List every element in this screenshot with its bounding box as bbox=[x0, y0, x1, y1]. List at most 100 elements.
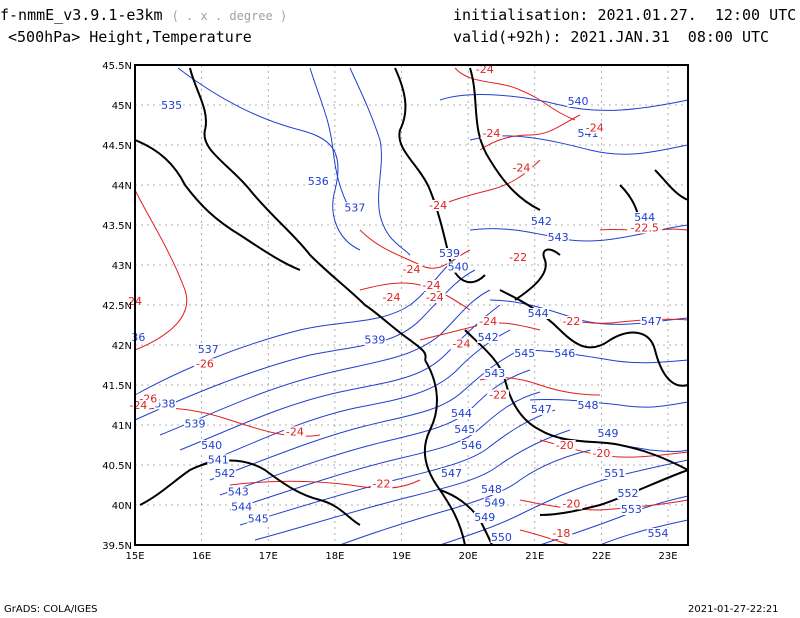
height-contour-label-bg bbox=[154, 398, 176, 410]
height-contour-label: 537 bbox=[344, 201, 365, 214]
height-contour-label: 542 bbox=[531, 215, 552, 228]
temperature-contour-label-bg bbox=[487, 389, 510, 401]
height-contour-label-bg bbox=[227, 486, 250, 498]
map-axes: 15E 16E 17E 18E 19E 20E 21E 22E 23E 39.5N 40N 40.5N… bbox=[102, 61, 677, 562]
temperature-contour-label-bg bbox=[380, 292, 403, 303]
height-contour-label-bg bbox=[597, 428, 619, 439]
temperature-contour-label-bg bbox=[400, 264, 423, 275]
height-contour-label: 544 bbox=[528, 307, 549, 320]
lon-tick-label: 18E bbox=[325, 551, 344, 562]
lon-tick-label: 17E bbox=[259, 551, 278, 562]
height-contour-label-bg bbox=[480, 484, 503, 495]
height-contour-label: 539 bbox=[364, 333, 385, 346]
height-contour-label-bg bbox=[447, 261, 470, 273]
height-contour-label: 554 bbox=[648, 527, 669, 540]
model-name: f-nmmE_v3.9.1-e3km bbox=[0, 6, 163, 24]
temperature-contour-label: -22 bbox=[562, 315, 580, 328]
height-contour-label: 546 bbox=[461, 439, 482, 452]
lat-tick-label: 41.5N bbox=[102, 381, 132, 392]
height-contour-label-bg bbox=[307, 176, 330, 187]
lat-tick-label: 41N bbox=[112, 421, 132, 432]
height-contour-label-bg bbox=[530, 404, 553, 415]
lat-tick-label: 45N bbox=[112, 101, 132, 112]
lon-tick-label: 23E bbox=[658, 551, 677, 562]
temperature-contour-label: -24 bbox=[383, 291, 401, 304]
height-contour-label-bg bbox=[647, 528, 669, 539]
height-contour-label-bg bbox=[453, 424, 476, 435]
temperature-contour-label: -18 bbox=[552, 527, 570, 540]
temperature-contour-label-bg bbox=[137, 393, 160, 405]
height-contour-label-bg bbox=[343, 202, 366, 214]
height-contour-label: 545 bbox=[514, 347, 535, 360]
height-contour-label-bg bbox=[363, 334, 386, 346]
temperature-contour-label: -20 bbox=[556, 439, 574, 452]
temperature-contour-label-bg bbox=[284, 426, 306, 438]
temperature-contour-label-bg bbox=[583, 122, 606, 134]
temperature-contour-label-bg bbox=[510, 162, 533, 174]
height-contour-label: 540 bbox=[201, 439, 222, 452]
lat-tick-label: 42N bbox=[112, 341, 132, 352]
height-contour-label: 36 bbox=[131, 331, 145, 344]
height-contour-label-bg bbox=[633, 212, 656, 223]
height-contour-label: 536 bbox=[308, 175, 329, 188]
lon-tick-label: 20E bbox=[459, 551, 478, 562]
temperature-contour-label-bg bbox=[477, 316, 500, 327]
height-contour-label-bg bbox=[207, 454, 230, 466]
height-contour-label: 544 bbox=[634, 211, 655, 224]
height-contour-label-bg bbox=[483, 368, 506, 379]
height-contour-label: 545 bbox=[248, 513, 269, 526]
temperature-contour-label: -24 bbox=[586, 121, 604, 134]
height-contour-label-bg bbox=[230, 501, 253, 513]
temperature-contour-label-bg bbox=[427, 200, 450, 211]
height-contour-label-bg bbox=[547, 232, 569, 243]
lon-tick-label: 21E bbox=[525, 551, 544, 562]
temperature-contour-label-bg bbox=[480, 128, 503, 139]
lon-tick-label: 16E bbox=[192, 551, 211, 562]
height-contour-label-bg bbox=[184, 418, 206, 430]
height-contour-label: 553 bbox=[621, 503, 642, 516]
temperature-contour-label-bg bbox=[627, 222, 663, 234]
height-contour-label: 542 bbox=[214, 467, 235, 480]
height-contour-label: 547 bbox=[641, 315, 662, 328]
temperature-contour-label: -24 bbox=[512, 161, 530, 174]
footer-credit: GrADS: COLA/IGES bbox=[4, 604, 98, 615]
height-contour-label: 539 bbox=[439, 247, 460, 260]
height-contour-label-bg bbox=[450, 408, 473, 419]
height-contour-label: 540 bbox=[448, 261, 469, 274]
height-contour-label: 535 bbox=[161, 99, 182, 112]
temperature-contour-label: -24 bbox=[482, 127, 500, 140]
footer-timestamp: 2021-01-27-22:21 bbox=[688, 604, 779, 615]
temperature-contour-label-bg bbox=[553, 440, 576, 451]
height-contour-label: 549 bbox=[484, 497, 505, 510]
temperature-contour-label: -24 bbox=[429, 199, 447, 212]
height-contour-label-bg bbox=[620, 504, 643, 515]
temperature-contour-label-bg bbox=[550, 528, 573, 539]
temperature-contour-label: -22 bbox=[489, 389, 507, 402]
height-contour-label: 547 bbox=[441, 467, 462, 480]
temperature-contour-label: -20 bbox=[592, 447, 610, 460]
model-title: f-nmmE_v3.9.1-e3km ( . x . degree ) bbox=[0, 6, 287, 24]
lat-tick-label: 42.5N bbox=[102, 301, 132, 312]
lon-tick-label: 15E bbox=[125, 551, 144, 562]
grid-note: ( . x . degree ) bbox=[171, 9, 288, 23]
coastlines-borders bbox=[134, 67, 689, 546]
height-contour-label: 541 bbox=[208, 453, 229, 466]
temperature-contour-label: -24 bbox=[479, 315, 497, 328]
temperature-labels: -24-24-24-24-24-22.5-22-24-24-24-24-24 -2… bbox=[127, 63, 663, 540]
temperature-contour-label: -22 bbox=[509, 251, 527, 264]
height-contour-label: 548 bbox=[481, 483, 502, 496]
temperature-contour-label: -24 bbox=[286, 425, 304, 438]
temperature-contour-label: -24 bbox=[129, 399, 147, 412]
init-time: initialisation: 2021.01.27. 12:00 UTC bbox=[453, 6, 797, 24]
field-title: <500hPa> Height,Temperature bbox=[8, 28, 252, 46]
temperature-contour-label-bg bbox=[450, 338, 473, 350]
height-contour-label: 542 bbox=[478, 331, 499, 344]
temperature-contour-label: -24 bbox=[423, 279, 441, 292]
temperature-contour-label-bg bbox=[423, 292, 446, 303]
temperature-contour-label: -24 bbox=[452, 337, 470, 350]
height-contour-label-bg bbox=[603, 468, 626, 479]
height-contour-label-bg bbox=[438, 248, 461, 259]
temperature-contour-label: -22 bbox=[373, 477, 391, 490]
height-contour-label-bg bbox=[527, 308, 549, 319]
height-contour-label-bg bbox=[567, 96, 589, 107]
